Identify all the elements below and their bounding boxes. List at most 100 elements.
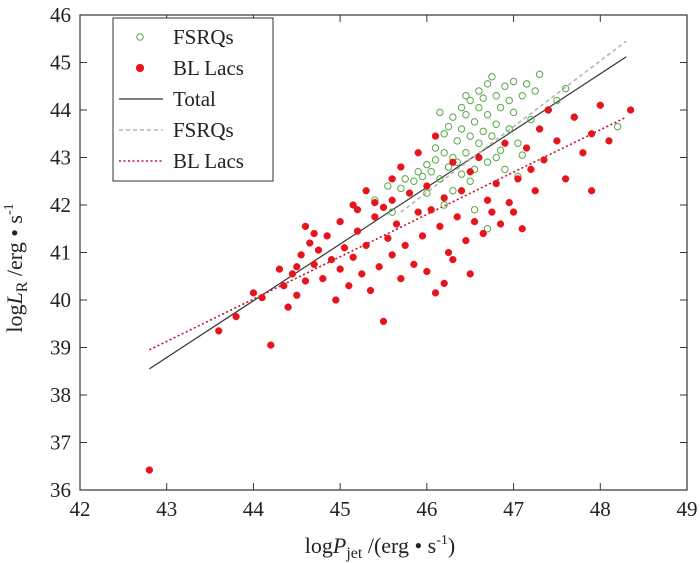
fsrq-point: [431, 156, 440, 164]
bllac-point: [358, 270, 366, 278]
fsrq-point: [384, 182, 392, 190]
fsrq-point: [522, 80, 531, 88]
fsrq-point: [483, 158, 492, 166]
fsrq-point: [466, 177, 474, 185]
fsrq-point: [509, 108, 518, 117]
axes: 42 43 44 45 46 47 48 49 36 37 38 39 40 41 42 43 44 45 46: [50, 3, 698, 521]
bllac-point: [301, 277, 310, 285]
x-tick-label: 47: [503, 497, 524, 521]
bllac-point: [440, 279, 448, 288]
fsrq-point: [449, 187, 457, 195]
fsrq-point: [501, 165, 509, 174]
fsrq-point: [488, 132, 496, 140]
bllac-point: [475, 153, 483, 162]
legend-item: FSRQs: [119, 118, 234, 142]
fsrq-point: [466, 96, 474, 105]
fsrq-point: [518, 92, 526, 100]
bllac-point: [145, 466, 154, 474]
x-axis-title-unit: /(erg • s: [362, 533, 436, 558]
bllac-point: [535, 125, 544, 133]
bllac-point: [414, 208, 422, 216]
fsrq-point: [518, 151, 526, 159]
fsrq-point: [475, 139, 483, 147]
bllac-point: [362, 187, 370, 195]
bllac-point: [336, 265, 344, 273]
bllac-point: [293, 291, 301, 299]
fsrq-point: [561, 84, 570, 93]
fsrq-point: [401, 175, 409, 183]
fsrq-point: [470, 206, 479, 214]
bllac-point: [310, 260, 318, 269]
bllac-point: [275, 265, 284, 273]
fsrq-point: [483, 80, 492, 88]
fsrq-point: [444, 163, 453, 171]
fsrq-point: [431, 144, 440, 152]
fsrq-point: [440, 149, 448, 157]
bllac-point: [531, 187, 539, 195]
bllac-point: [440, 194, 448, 202]
bllac-point: [340, 244, 349, 252]
bllac-point: [587, 130, 596, 138]
bllac-point: [388, 196, 396, 204]
fsrq-point: [505, 125, 513, 133]
bllac-point: [301, 222, 310, 231]
bllac-point: [362, 241, 370, 250]
legend-item: BL Lacs: [119, 149, 244, 173]
x-tick-label: 49: [677, 497, 698, 521]
bllac-point: [353, 206, 362, 214]
y-tick-label: 46: [50, 3, 71, 27]
bllac-point: [544, 106, 552, 114]
legend-label: Total: [173, 87, 216, 111]
fit-line-fsrqs: [400, 40, 627, 213]
bllac-point: [379, 203, 388, 212]
fsrq-point: [479, 94, 487, 102]
fsrq-point: [509, 77, 518, 86]
bllac-point: [444, 248, 453, 257]
bllac-point: [306, 239, 314, 247]
fsrq-point: [462, 92, 470, 100]
y-tick-label: 36: [50, 478, 71, 502]
bllac-point: [258, 293, 266, 302]
bllac-point: [280, 282, 288, 290]
bllac-point: [579, 149, 587, 157]
x-axis-title-var: P: [332, 533, 346, 558]
fsrq-point: [444, 122, 453, 131]
bllac-point: [397, 163, 405, 171]
bllac-point: [570, 113, 578, 121]
x-axis-title-suffix: ): [448, 533, 455, 558]
fsrq-point: [436, 175, 444, 183]
x-tick-label: 48: [590, 497, 611, 521]
bllac-point: [466, 168, 474, 176]
fsrq-point: [427, 168, 435, 176]
fsrq-point: [440, 201, 448, 209]
fsrq-point: [423, 160, 431, 169]
fsrq-point: [462, 111, 470, 119]
bllac-point: [453, 213, 461, 221]
x-tick-label: 46: [416, 497, 437, 521]
fsrq-point: [466, 132, 474, 140]
fsrq-point: [483, 225, 492, 233]
fsrq-point: [531, 87, 539, 95]
y-axis-title-prefix: log: [2, 305, 27, 333]
bllac-point: [284, 303, 292, 311]
fsrq-point: [479, 127, 487, 136]
bllac-point: [492, 179, 500, 188]
fsrq-point: [440, 130, 448, 138]
legend-label: BL Lacs: [173, 149, 244, 173]
bllac-point: [293, 263, 301, 271]
bllac-point: [414, 149, 422, 157]
fsrq-point: [492, 153, 500, 162]
bllac-point: [449, 158, 457, 166]
fsrq-point: [488, 73, 496, 81]
y-axis-title-unit: /erg • s: [2, 215, 27, 282]
fsrq-point: [501, 82, 509, 90]
fsrq-point: [436, 108, 444, 117]
bllac-point: [527, 165, 535, 174]
bllac-point: [479, 229, 487, 238]
bllac-point: [310, 229, 318, 238]
bllac-point: [371, 213, 379, 221]
y-tick-label: 44: [50, 98, 72, 122]
y-tick-label: 38: [50, 383, 71, 407]
fsrq-point: [410, 177, 418, 185]
